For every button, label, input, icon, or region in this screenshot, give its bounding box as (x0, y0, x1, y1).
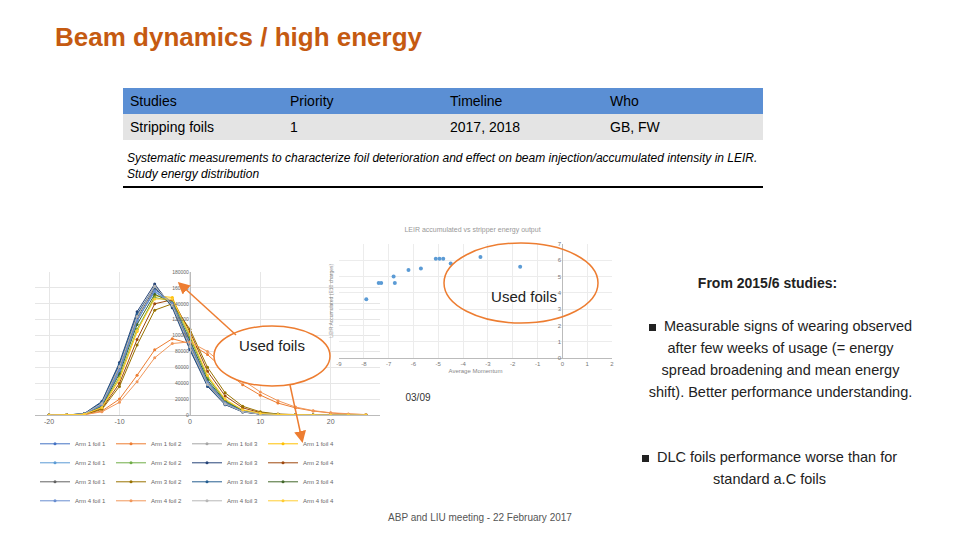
svg-text:60000: 60000 (175, 364, 189, 370)
svg-text:-7: -7 (386, 361, 392, 367)
svg-text:-2: -2 (510, 361, 516, 367)
svg-text:4: 4 (558, 290, 562, 296)
html-text:2017, 2018: 2017, 2018 (450, 119, 521, 135)
svg-text:1: 1 (586, 361, 590, 367)
svg-text:140000: 140000 (172, 301, 189, 307)
svg-text:Arm 1 foil 4: Arm 1 foil 4 (303, 441, 334, 447)
html-text:Measurable signs of wearing ob: Measurable signs of wearing observed aft… (648, 318, 913, 400)
html-text:Who: Who (610, 93, 639, 109)
svg-text:2: 2 (558, 323, 562, 329)
svg-text:0: 0 (561, 361, 565, 367)
svg-text:1: 1 (558, 339, 562, 345)
html-text:DLC foils performance worse th: DLC foils performance worse than for sta… (656, 449, 898, 487)
svg-text:Arm 1 foil 2: Arm 1 foil 2 (151, 441, 182, 447)
svg-text:-20: -20 (44, 418, 54, 425)
html-text:Used foils: Used foils (239, 337, 305, 354)
svg-text:Arm 2 foil 2: Arm 2 foil 2 (151, 460, 182, 466)
svg-text:3: 3 (558, 306, 562, 312)
svg-text:Arm 3 foil 3: Arm 3 foil 3 (227, 479, 258, 485)
svg-text:0: 0 (186, 412, 189, 418)
svg-text:20: 20 (327, 418, 335, 425)
svg-text:Arm 1 foil 3: Arm 1 foil 3 (227, 441, 258, 447)
svg-text:LEIR accumulated vs stripper e: LEIR accumulated vs stripper energy outp… (404, 226, 540, 234)
svg-text:-8: -8 (361, 361, 367, 367)
svg-text:-6: -6 (411, 361, 417, 367)
html-text:Stripping foils: Stripping foils (130, 119, 214, 135)
svg-text:80000: 80000 (175, 348, 189, 354)
svg-text:-4: -4 (460, 361, 466, 367)
svg-text:5: 5 (558, 274, 562, 280)
svg-text:Arm 4 foil 4: Arm 4 foil 4 (303, 498, 334, 504)
svg-text:0: 0 (558, 355, 562, 361)
svg-text:40000: 40000 (175, 380, 189, 386)
svg-text:Arm 2 foil 3: Arm 2 foil 3 (227, 460, 258, 466)
svg-text:120000: 120000 (172, 316, 189, 322)
html-text:ABP and LIU meeting - 22 Febru: ABP and LIU meeting - 22 February 2017 (388, 512, 572, 523)
svg-text:-9: -9 (336, 361, 342, 367)
svg-text:Arm 3 foil 2: Arm 3 foil 2 (151, 479, 182, 485)
html-text:From 2015/6 studies:: From 2015/6 studies: (697, 275, 838, 291)
html-text:1: 1 (290, 119, 298, 135)
html-text:03/09: 03/09 (405, 392, 431, 403)
svg-text:Arm 4 foil 1: Arm 4 foil 1 (75, 498, 106, 504)
svg-text:6: 6 (558, 257, 562, 263)
html-text:Studies: Studies (130, 93, 177, 109)
svg-text:20000: 20000 (175, 396, 189, 402)
svg-text:-10: -10 (114, 418, 124, 425)
svg-text:Arm 2 foil 1: Arm 2 foil 1 (75, 460, 106, 466)
svg-text:2: 2 (610, 361, 614, 367)
svg-text:Arm 1 foil 1: Arm 1 foil 1 (75, 441, 106, 447)
svg-text:10: 10 (256, 418, 264, 425)
svg-text:100000: 100000 (172, 332, 189, 338)
svg-text:160000: 160000 (172, 285, 189, 291)
svg-text:-3: -3 (485, 361, 491, 367)
svg-text:Arm 2 foil 4: Arm 2 foil 4 (303, 460, 334, 466)
svg-text:180000: 180000 (172, 269, 189, 275)
svg-text:Arm 3 foil 4: Arm 3 foil 4 (303, 479, 334, 485)
svg-text:7: 7 (558, 241, 562, 247)
svg-text:Arm 3 foil 1: Arm 3 foil 1 (75, 479, 106, 485)
svg-text:0: 0 (188, 418, 192, 425)
html-text:Priority: Priority (290, 93, 334, 109)
svg-text:Average Momentum: Average Momentum (449, 368, 503, 374)
html-text:Systematic measurements to cha: Systematic measurements to characterize … (127, 151, 758, 181)
svg-text:-5: -5 (436, 361, 442, 367)
svg-text:LEIR Accumulated (E10 charges): LEIR Accumulated (E10 charges) (328, 264, 334, 338)
html-text:GB, FW: GB, FW (610, 119, 660, 135)
svg-text:-1: -1 (535, 361, 541, 367)
html-text:Timeline: Timeline (450, 93, 503, 109)
html-text:Used foils: Used foils (491, 288, 557, 305)
svg-text:Arm 4 foil 2: Arm 4 foil 2 (151, 498, 182, 504)
svg-text:Arm 4 foil 3: Arm 4 foil 3 (227, 498, 258, 504)
html-text:Beam dynamics / high energy: Beam dynamics / high energy (55, 22, 422, 52)
